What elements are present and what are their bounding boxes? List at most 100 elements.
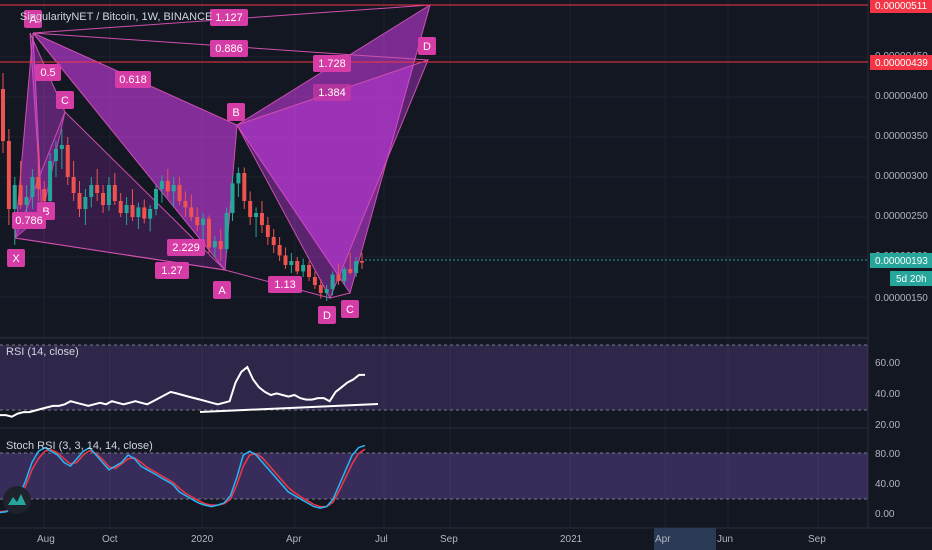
ratio-label-text: 1.27	[161, 265, 182, 277]
candlestick-series	[1, 73, 364, 301]
price-tick: 0.00000150	[875, 293, 928, 304]
ratio-label[interactable]: 1.27	[155, 262, 189, 279]
price-tag-current[interactable]: 0.00000193 5d 20h	[870, 253, 932, 286]
candle-body	[236, 173, 241, 184]
candle-body	[1, 89, 5, 141]
candle-body	[24, 197, 29, 205]
rsi-tick: 20.00	[875, 420, 900, 431]
stoch-d-line	[0, 448, 366, 513]
candle-body	[206, 218, 211, 248]
price-tick: 0.00000250	[875, 211, 928, 222]
candle-body	[18, 185, 23, 205]
ratio-label[interactable]: 0.786	[12, 212, 46, 229]
ratio-label[interactable]: 0.886	[210, 40, 248, 57]
pattern-label[interactable]: A	[24, 10, 42, 28]
candle-body	[195, 217, 200, 225]
pattern-label[interactable]: A	[213, 281, 231, 299]
time-tick: Jun	[717, 534, 733, 545]
ratio-label[interactable]: 1.127	[210, 9, 248, 26]
candle-body	[142, 207, 147, 219]
pattern-label[interactable]: D	[318, 306, 336, 324]
candle-body	[324, 289, 329, 293]
pattern-label[interactable]: C	[341, 300, 359, 318]
candle-body	[360, 261, 364, 263]
time-tick: Sep	[808, 534, 826, 545]
countdown-label: 5d 20h	[896, 274, 927, 285]
time-tick: Apr	[286, 534, 302, 545]
time-axis-ticks[interactable]: Aug Oct 2020 Apr Jul Sep 2021 Apr Jun Se…	[37, 534, 826, 545]
stoch-tick: 40.00	[875, 479, 900, 490]
pattern-label[interactable]: D	[418, 37, 436, 55]
pattern-label[interactable]: C	[56, 91, 74, 109]
candle-body	[265, 225, 270, 237]
stoch-tick: 0.00	[875, 509, 895, 520]
ratio-label-text: 0.886	[215, 43, 243, 55]
pattern-point-labels: X A B C D B C A D	[7, 10, 436, 324]
stoch-tick: 80.00	[875, 449, 900, 460]
pattern-label-text: A	[218, 285, 226, 297]
pattern-label-text: B	[42, 206, 49, 218]
candle-body	[30, 177, 35, 197]
time-axis-highlight	[654, 528, 716, 550]
candle-body	[348, 269, 353, 273]
rsi-trendline	[199, 403, 379, 413]
rsi-band	[0, 345, 868, 410]
time-tick: 2020	[191, 534, 214, 545]
candle-body	[330, 274, 335, 289]
candle-body	[312, 277, 317, 285]
price-tag-upper[interactable]: 0.00000511	[870, 0, 932, 13]
pattern-label-text: D	[323, 310, 331, 322]
price-tag-lower[interactable]: 0.00000439	[870, 55, 932, 70]
pattern-label-text: X	[12, 253, 20, 265]
candle-body	[112, 185, 117, 201]
candle-body	[283, 255, 288, 265]
candle-body	[212, 241, 217, 248]
candle-body	[277, 245, 282, 256]
ratio-label-text: 1.728	[318, 58, 346, 70]
candle-body	[271, 237, 276, 245]
candle-body	[136, 207, 141, 217]
pattern-label-text: C	[346, 304, 354, 316]
candle-body	[159, 181, 164, 189]
candle-body	[171, 185, 176, 192]
ratio-label[interactable]: 1.384	[313, 84, 351, 101]
candle-body	[42, 189, 47, 201]
candle-body	[248, 201, 253, 217]
price-tick: 0.00000300	[875, 171, 928, 182]
candle-body	[289, 261, 294, 265]
stoch-k-line	[0, 444, 366, 514]
candle-body	[165, 181, 170, 192]
time-tick: Sep	[440, 534, 458, 545]
candle-body	[230, 183, 235, 213]
price-tick: 0.00000350	[875, 131, 928, 142]
pattern-label[interactable]: X	[7, 249, 25, 267]
candle-body	[77, 193, 82, 209]
price-tick: 0.00000400	[875, 91, 928, 102]
candle-body	[12, 185, 17, 209]
candle-body	[177, 185, 182, 201]
candle-body	[130, 205, 135, 217]
candle-body	[148, 209, 153, 219]
candle-body	[189, 207, 194, 217]
candle-body	[71, 177, 76, 193]
ratio-label[interactable]: 1.13	[268, 276, 302, 293]
candle-body	[118, 201, 123, 213]
candle-body	[218, 241, 223, 249]
rsi-tick: 40.00	[875, 389, 900, 400]
pattern-label[interactable]: B	[227, 103, 245, 121]
candle-body	[301, 265, 306, 272]
price-tag-label: 0.00000193	[875, 256, 928, 267]
tradingview-logo-icon[interactable]	[3, 486, 31, 514]
candle-body	[154, 189, 159, 209]
price-tag-label: 0.00000439	[875, 58, 928, 69]
ratio-label[interactable]: 1.728	[313, 55, 351, 72]
stoch-pane-title: Stoch RSI (3, 3, 14, 14, close)	[6, 440, 153, 452]
candle-body	[59, 145, 64, 149]
ratio-label[interactable]: 0.618	[115, 71, 151, 88]
price-tag-label: 0.00000511	[875, 1, 928, 12]
candle-body	[318, 285, 323, 293]
ratio-label[interactable]: 0.5	[35, 64, 61, 81]
time-tick: 2021	[560, 534, 583, 545]
ratio-label[interactable]: 2.229	[167, 239, 205, 256]
candle-body	[36, 177, 41, 189]
